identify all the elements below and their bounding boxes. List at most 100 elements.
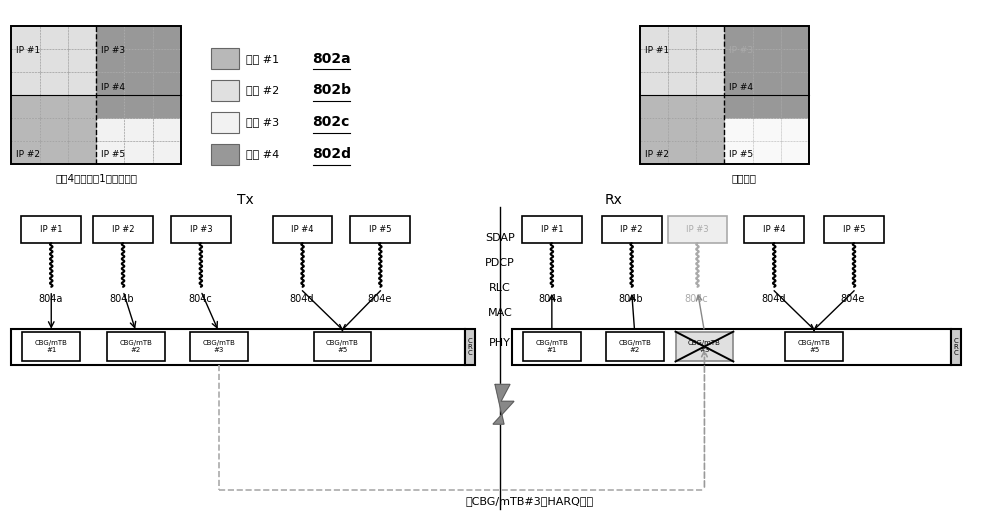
Bar [668, 26, 696, 49]
Text: 切片 #3: 切片 #3 [246, 117, 279, 127]
Text: IP #4: IP #4 [291, 225, 314, 234]
Text: IP #5: IP #5 [101, 150, 125, 159]
Text: IP #5: IP #5 [843, 225, 865, 234]
Text: 804d: 804d [761, 294, 785, 304]
Bar [465, 329, 475, 365]
Bar [11, 118, 40, 141]
Bar [606, 332, 664, 362]
Text: 804a: 804a [38, 294, 62, 304]
Text: 804e: 804e [841, 294, 865, 304]
Text: PHY: PHY [489, 338, 511, 348]
Text: 804d: 804d [289, 294, 314, 304]
Text: CBG/mTB
#5: CBG/mTB #5 [798, 340, 831, 353]
Bar [781, 118, 809, 141]
Bar [211, 144, 239, 164]
Bar [744, 216, 804, 243]
Bar [124, 26, 153, 49]
Bar [153, 49, 181, 72]
Bar [190, 332, 248, 362]
Bar [668, 49, 696, 72]
Bar [668, 95, 696, 118]
Text: IP #1: IP #1 [40, 225, 62, 234]
Bar [640, 26, 809, 163]
Text: IP #3: IP #3 [101, 46, 125, 55]
Text: IP #1: IP #1 [16, 46, 40, 55]
Bar [753, 49, 781, 72]
Bar [68, 72, 96, 95]
Text: IP #4: IP #4 [101, 83, 125, 92]
Text: IP #5: IP #5 [729, 150, 753, 159]
Bar [724, 49, 753, 72]
Bar [40, 26, 68, 49]
Bar [11, 26, 181, 163]
Text: 所接收的: 所接收的 [732, 173, 757, 183]
Text: 仅CBG/mTB#3的HARQ重传: 仅CBG/mTB#3的HARQ重传 [466, 496, 594, 506]
Text: IP #2: IP #2 [112, 225, 134, 234]
Text: CBG/mTB
#2: CBG/mTB #2 [120, 340, 152, 353]
Text: 切片 #1: 切片 #1 [246, 54, 279, 64]
Bar [951, 329, 961, 365]
Bar [640, 26, 668, 49]
Bar [40, 49, 68, 72]
Text: 802c: 802c [313, 116, 350, 129]
Bar [124, 141, 153, 163]
Bar [68, 26, 96, 49]
Bar [40, 141, 68, 163]
Bar [68, 141, 96, 163]
Bar [11, 72, 40, 95]
Bar [11, 49, 40, 72]
Text: 804b: 804b [618, 294, 643, 304]
Bar [124, 118, 153, 141]
Bar [724, 26, 753, 49]
Text: 804c: 804c [188, 294, 212, 304]
Text: CBG/mTB
#3: CBG/mTB #3 [202, 340, 235, 353]
Bar [124, 72, 153, 95]
Bar [668, 118, 696, 141]
Bar [96, 118, 124, 141]
Bar [640, 141, 668, 163]
Bar [753, 95, 781, 118]
Text: 804c: 804c [685, 294, 708, 304]
Text: 具有4个切片的1个双平铺帧: 具有4个切片的1个双平铺帧 [55, 173, 137, 183]
Bar [96, 26, 124, 49]
Bar [724, 118, 753, 141]
Bar [96, 49, 124, 72]
Bar [211, 80, 239, 101]
Bar [522, 216, 582, 243]
Text: PDCP: PDCP [485, 258, 515, 268]
Bar [40, 118, 68, 141]
Bar [11, 26, 40, 49]
Bar [824, 216, 884, 243]
Text: IP #2: IP #2 [645, 150, 669, 159]
Bar [753, 141, 781, 163]
Bar [781, 26, 809, 49]
Bar [724, 141, 753, 163]
Bar [68, 95, 96, 118]
Bar [96, 141, 124, 163]
Text: 切片 #4: 切片 #4 [246, 149, 279, 159]
Text: 802b: 802b [313, 83, 352, 98]
Bar [11, 95, 40, 118]
Bar [11, 141, 40, 163]
Polygon shape [493, 384, 514, 424]
Text: 802a: 802a [313, 51, 351, 66]
Bar [350, 216, 410, 243]
Bar [22, 332, 80, 362]
Bar [314, 332, 371, 362]
Bar [96, 72, 124, 95]
Bar [640, 95, 668, 118]
Bar [696, 49, 724, 72]
Bar [781, 95, 809, 118]
Text: IP #2: IP #2 [16, 150, 40, 159]
Text: CBG/mTB
#1: CBG/mTB #1 [535, 340, 568, 353]
Bar [107, 332, 165, 362]
Text: CBG/mTB
#5: CBG/mTB #5 [326, 340, 359, 353]
Bar [668, 216, 727, 243]
Bar [781, 49, 809, 72]
Bar [602, 216, 662, 243]
Bar [40, 95, 68, 118]
Bar [68, 118, 96, 141]
Bar [124, 95, 153, 118]
Bar [640, 72, 668, 95]
Text: IP #3: IP #3 [190, 225, 212, 234]
